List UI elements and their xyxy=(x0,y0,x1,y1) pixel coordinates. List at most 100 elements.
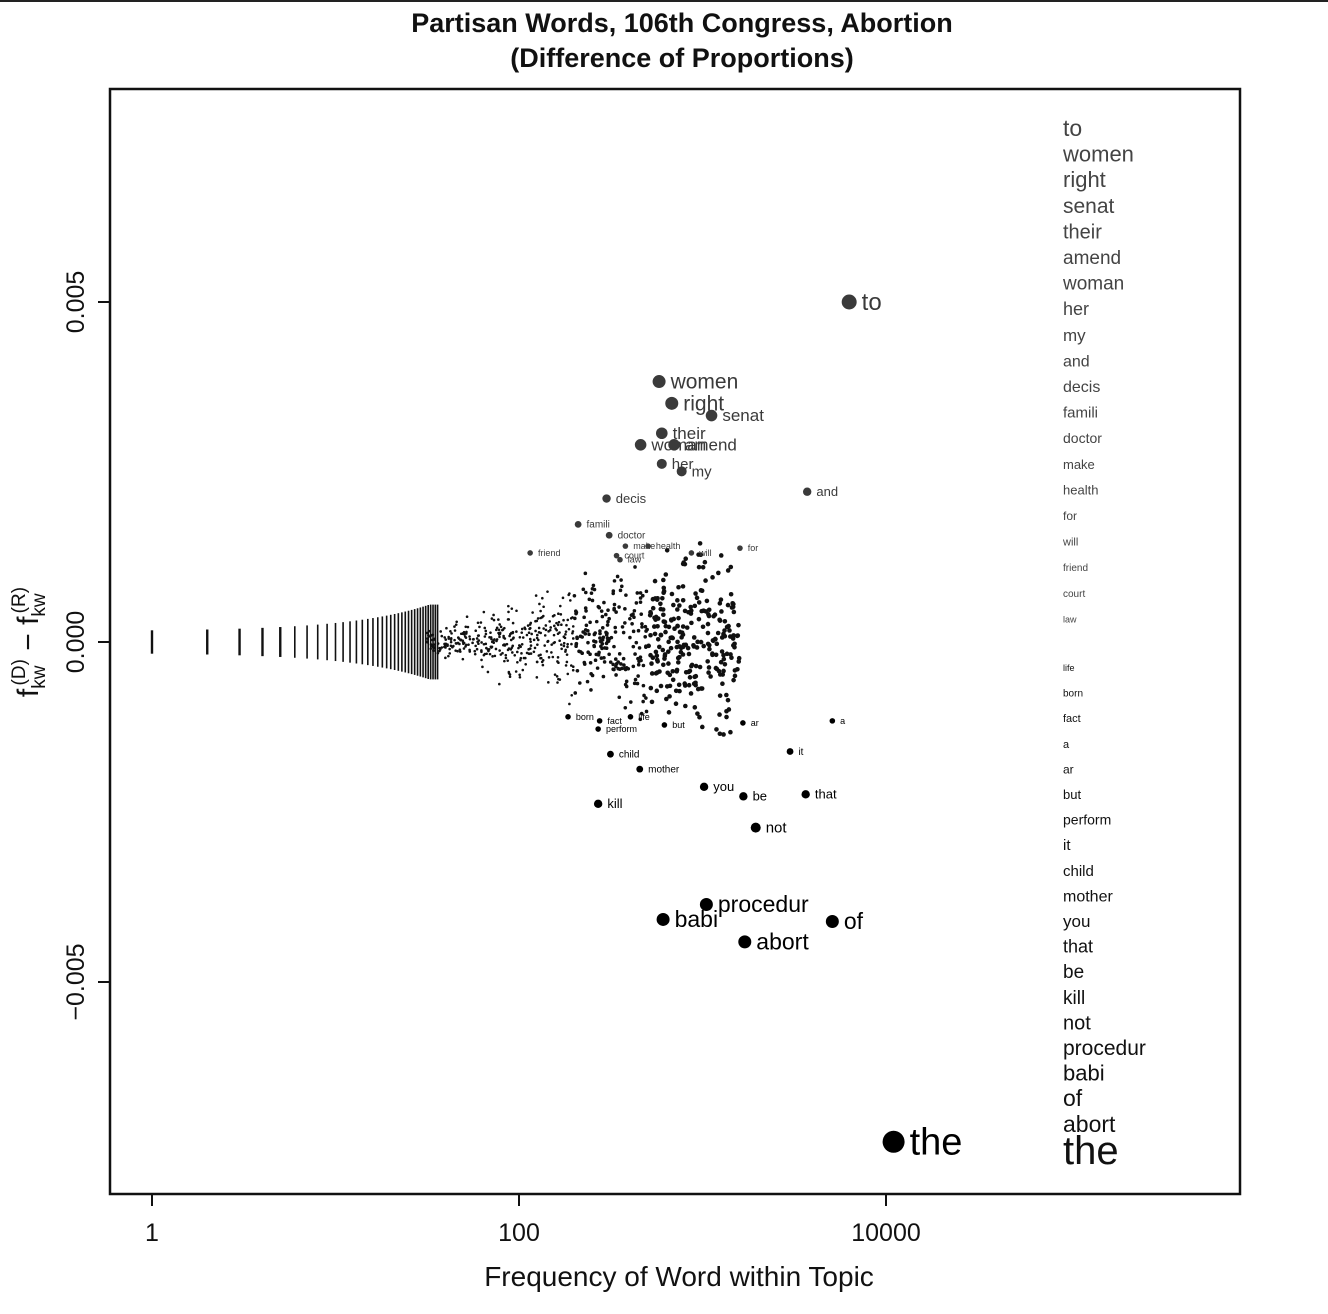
word-point xyxy=(518,673,521,677)
word-point xyxy=(528,626,532,630)
word-point xyxy=(589,591,594,595)
word-point xyxy=(588,660,593,665)
word-point xyxy=(677,629,683,635)
point-label-court: court xyxy=(624,551,645,561)
word-point xyxy=(706,665,712,670)
word-point xyxy=(495,639,498,643)
word-point xyxy=(520,631,524,634)
word-point xyxy=(438,646,441,650)
word-point xyxy=(694,595,700,601)
word-point xyxy=(676,615,681,621)
word-point xyxy=(716,668,722,674)
word-point xyxy=(638,591,643,595)
word-point xyxy=(535,633,539,637)
word-point xyxy=(432,649,435,653)
word-point xyxy=(526,624,530,627)
word-point xyxy=(592,644,597,649)
word-point xyxy=(663,623,669,629)
word-point xyxy=(623,607,627,611)
word-point xyxy=(691,644,697,649)
word-point xyxy=(605,631,609,636)
point-label-women: women xyxy=(670,370,739,393)
word-point xyxy=(583,571,588,576)
side-word-democrat: for xyxy=(1063,509,1077,523)
word-point xyxy=(511,637,515,640)
word-point xyxy=(524,663,528,666)
side-word-republican: born xyxy=(1063,689,1083,700)
word-point xyxy=(590,673,595,678)
word-point xyxy=(642,693,646,698)
side-word-democrat: her xyxy=(1063,299,1089,319)
point-label-life: life xyxy=(638,712,650,722)
point-label-doctor: doctor xyxy=(618,531,646,542)
word-point xyxy=(717,601,723,606)
side-word-democrat: senat xyxy=(1063,195,1115,218)
word-point xyxy=(562,635,566,639)
word-point xyxy=(705,621,711,627)
word-point xyxy=(638,717,643,722)
word-point xyxy=(589,688,593,692)
word-point xyxy=(537,626,541,630)
word-point xyxy=(458,650,462,653)
word-point xyxy=(644,644,648,648)
side-word-republican: life xyxy=(1063,663,1075,673)
side-word-democrat: right xyxy=(1063,167,1106,192)
point-be xyxy=(739,792,748,801)
word-point xyxy=(582,615,586,620)
top-border-line xyxy=(0,0,1328,2)
word-point xyxy=(622,666,627,671)
word-point xyxy=(559,613,563,616)
point-label-ar: ar xyxy=(751,718,759,728)
word-point xyxy=(444,638,448,641)
word-point xyxy=(454,642,458,645)
side-word-democrat: and xyxy=(1063,353,1090,370)
word-point xyxy=(640,622,644,626)
word-point xyxy=(445,626,448,630)
side-word-republican: that xyxy=(1063,937,1093,957)
word-point xyxy=(440,634,444,638)
word-point xyxy=(461,657,465,661)
word-point xyxy=(449,629,452,633)
word-point xyxy=(695,711,700,716)
word-point xyxy=(618,667,622,672)
word-point xyxy=(700,564,706,570)
point-life xyxy=(627,714,634,720)
word-point xyxy=(721,652,726,658)
word-point xyxy=(542,605,545,609)
word-point xyxy=(511,621,515,625)
word-point xyxy=(599,656,604,660)
word-point xyxy=(724,708,729,714)
word-point xyxy=(666,710,672,715)
word-point xyxy=(724,692,729,698)
word-point xyxy=(641,663,646,668)
side-word-democrat: woman xyxy=(1062,274,1124,295)
word-point xyxy=(656,644,662,650)
word-point xyxy=(561,596,565,600)
word-point xyxy=(721,631,726,637)
word-point xyxy=(649,661,654,666)
word-point xyxy=(696,616,702,622)
side-word-republican: it xyxy=(1063,837,1071,854)
point-label-senat: senat xyxy=(722,406,764,425)
word-point xyxy=(727,628,732,633)
word-point xyxy=(588,620,592,625)
word-point xyxy=(697,541,703,546)
word-point xyxy=(675,623,680,629)
word-point xyxy=(562,618,565,622)
word-point xyxy=(619,578,623,582)
side-word-democrat: amend xyxy=(1063,248,1121,269)
word-point xyxy=(532,638,536,642)
word-point xyxy=(720,681,725,687)
word-point xyxy=(674,667,680,673)
word-point xyxy=(535,676,539,679)
word-point xyxy=(698,639,704,645)
point-label-amend: amend xyxy=(685,435,737,454)
point-label-health: health xyxy=(656,541,681,551)
word-point xyxy=(680,584,686,589)
word-point xyxy=(429,634,433,637)
word-point xyxy=(600,646,604,651)
word-point xyxy=(498,649,501,652)
word-point xyxy=(574,644,578,648)
word-point xyxy=(686,682,692,688)
word-point xyxy=(633,565,637,569)
